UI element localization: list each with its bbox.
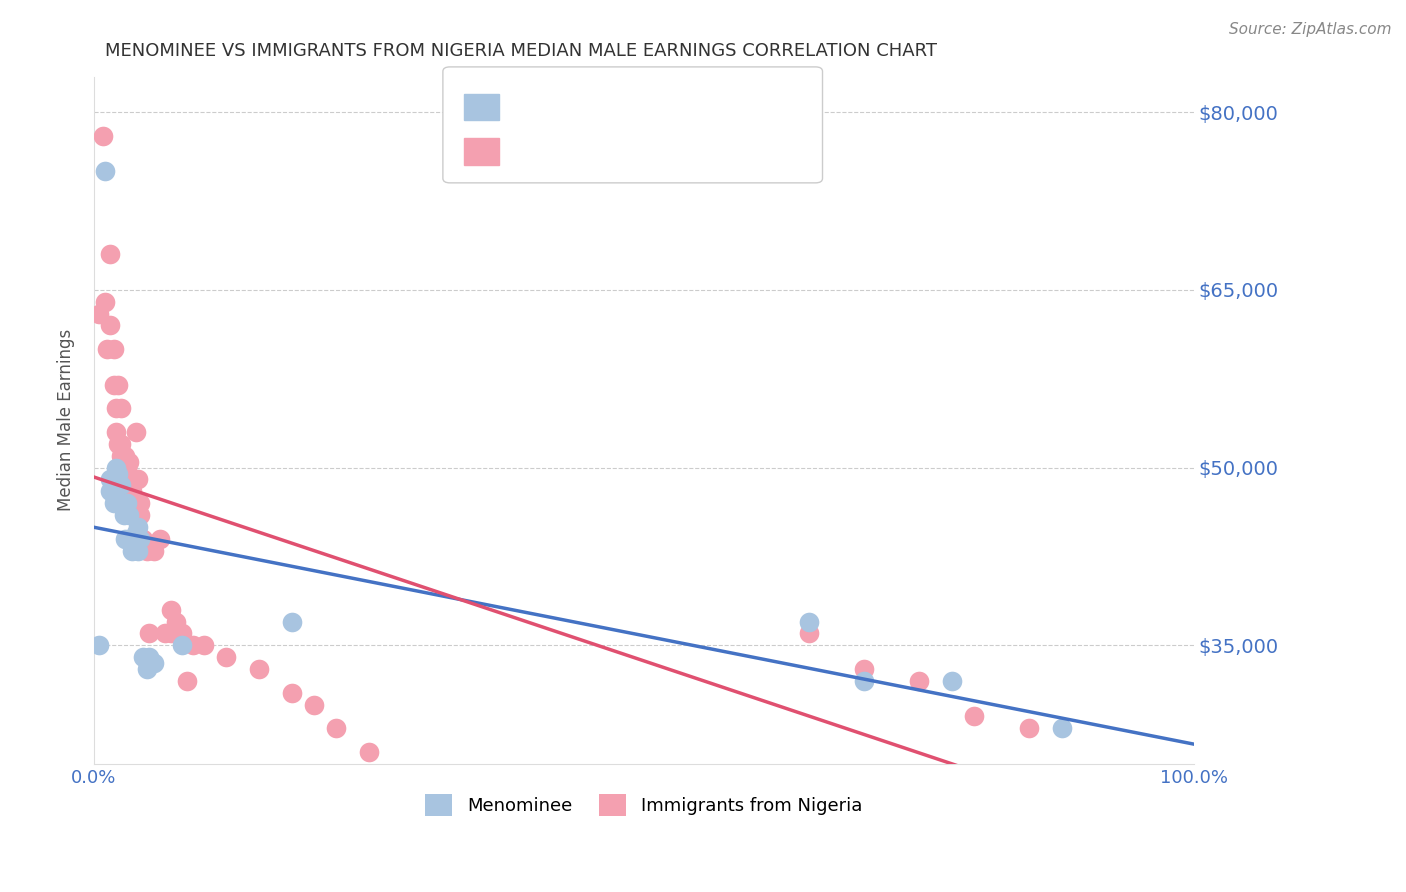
Point (155, 626, 177, 640)
Point (247, 662, 270, 676)
Point (129, 532, 152, 546)
Point (193, 638, 215, 652)
Point (121, 508, 143, 522)
Point (110, 437, 132, 451)
Point (281, 615, 304, 629)
Point (129, 508, 152, 522)
Point (165, 615, 187, 629)
Point (107, 467, 129, 481)
Point (170, 626, 193, 640)
Point (135, 662, 157, 676)
Point (115, 496, 138, 510)
Point (325, 721, 347, 735)
Point (176, 673, 198, 688)
Point (94, 164, 117, 178)
Point (149, 532, 172, 546)
Text: Source: ZipAtlas.com: Source: ZipAtlas.com (1229, 22, 1392, 37)
Point (797, 626, 820, 640)
Point (962, 709, 984, 723)
Point (110, 449, 132, 463)
Point (121, 543, 143, 558)
Point (160, 626, 183, 640)
Point (127, 473, 149, 487)
Text: MENOMINEE VS IMMIGRANTS FROM NIGERIA MEDIAN MALE EARNINGS CORRELATION CHART: MENOMINEE VS IMMIGRANTS FROM NIGERIA MED… (105, 42, 936, 60)
Point (138, 650, 160, 665)
Point (121, 484, 143, 499)
Text: R = -0.622   N = 26: R = -0.622 N = 26 (506, 98, 683, 116)
Point (138, 626, 160, 640)
Point (107, 437, 129, 451)
Point (1050, 721, 1073, 735)
Point (143, 656, 166, 670)
Point (103, 496, 125, 510)
Point (907, 673, 929, 688)
Point (215, 650, 238, 665)
Point (115, 460, 138, 475)
Point (125, 425, 148, 439)
Point (129, 496, 152, 510)
Legend: Menominee, Immigrants from Nigeria: Menominee, Immigrants from Nigeria (418, 787, 869, 823)
Point (114, 449, 136, 463)
Point (160, 603, 183, 617)
Point (118, 455, 141, 469)
Point (89, 307, 111, 321)
Point (135, 543, 157, 558)
Point (181, 638, 204, 652)
Point (114, 460, 136, 475)
Point (1018, 721, 1040, 735)
Point (100, 484, 122, 499)
Point (100, 318, 122, 333)
Point (100, 247, 122, 261)
Point (302, 698, 325, 712)
Point (127, 543, 149, 558)
Point (118, 508, 141, 522)
Point (100, 473, 122, 487)
Point (852, 673, 875, 688)
Point (118, 473, 141, 487)
Point (104, 460, 127, 475)
Point (91, 128, 114, 143)
Point (127, 520, 149, 534)
Point (94, 294, 117, 309)
Point (103, 342, 125, 356)
Point (132, 532, 155, 546)
Point (112, 508, 135, 522)
Point (797, 615, 820, 629)
Point (110, 478, 132, 492)
Point (110, 496, 132, 510)
Point (104, 401, 127, 416)
Point (114, 532, 136, 546)
Point (96, 342, 118, 356)
Text: R = -0.199   N = 50: R = -0.199 N = 50 (506, 143, 683, 161)
Point (103, 377, 125, 392)
Point (281, 686, 304, 700)
Point (89, 638, 111, 652)
Point (357, 745, 380, 759)
Point (852, 662, 875, 676)
Point (132, 650, 155, 665)
Point (107, 377, 129, 392)
Point (941, 673, 963, 688)
Point (110, 401, 132, 416)
Point (125, 525, 148, 540)
Point (104, 425, 127, 439)
Y-axis label: Median Male Earnings: Median Male Earnings (58, 329, 75, 511)
Point (170, 638, 193, 652)
Point (143, 543, 166, 558)
